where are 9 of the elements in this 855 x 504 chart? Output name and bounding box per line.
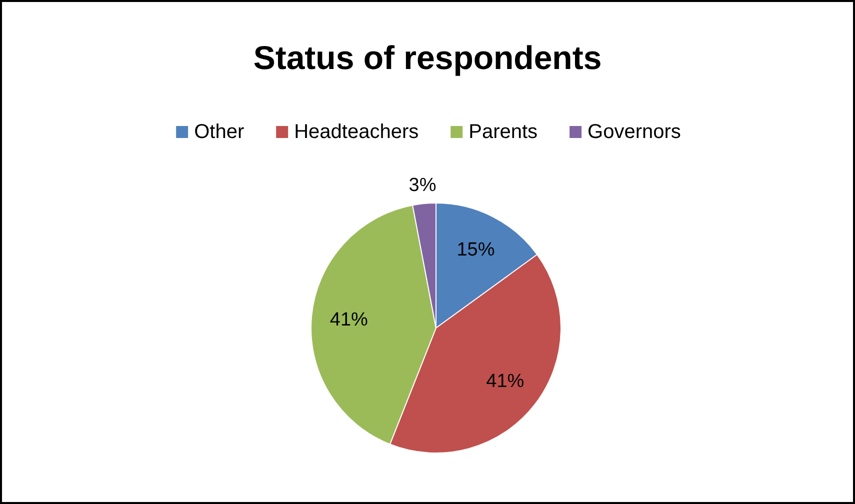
data-label: 41% [486,371,524,392]
data-label: 41% [330,309,368,330]
chart-title: Status of respondents [253,39,602,76]
legend-label: Governors [588,121,681,143]
legend-label: Other [194,121,244,143]
data-label: 3% [408,175,436,196]
data-label: 15% [456,240,495,261]
legend-label: Parents [468,121,538,143]
legend-label: Headteachers [294,121,419,143]
